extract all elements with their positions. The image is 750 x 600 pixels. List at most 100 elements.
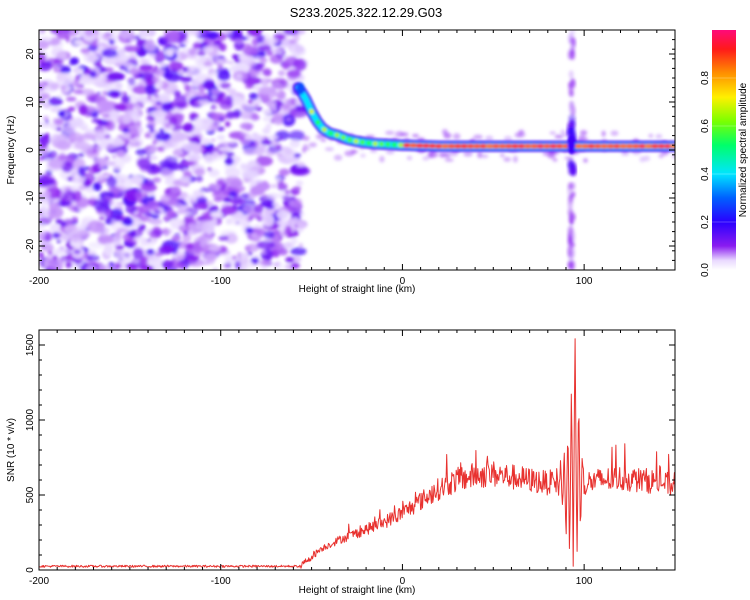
noise-blob — [99, 215, 105, 221]
noise-blob — [127, 77, 136, 86]
noise-blob — [292, 33, 300, 42]
noise-blob — [180, 76, 193, 83]
trace-halo-blob — [422, 156, 430, 161]
noise-blob — [122, 128, 130, 133]
noise-blob — [149, 147, 156, 153]
noise-blob — [39, 82, 45, 86]
noise-blob — [154, 69, 166, 77]
noise-blob — [97, 234, 114, 245]
noise-blob — [260, 139, 273, 146]
trace-halo-blob — [503, 157, 512, 162]
trace-core-segment — [485, 144, 495, 149]
noise-blob — [184, 84, 191, 92]
noise-blob — [212, 189, 231, 199]
noise-blob — [147, 53, 157, 58]
noise-blob — [126, 61, 133, 68]
noise-blob — [138, 30, 150, 38]
noise-blob — [60, 65, 71, 74]
noise-blob — [286, 69, 301, 79]
noise-blob — [135, 148, 146, 156]
noise-blob — [180, 176, 191, 184]
noise-blob — [89, 70, 97, 78]
snr-x-axis-label: Height of straight line (km) — [299, 585, 416, 596]
noise-blob — [209, 205, 219, 213]
trace-core-segment — [379, 141, 384, 147]
noise-blob — [129, 175, 144, 185]
trace-halo-blob — [369, 149, 374, 153]
trace-halo-blob — [360, 153, 366, 158]
noise-blob — [291, 237, 298, 245]
noise-blob — [99, 265, 111, 270]
noise-blob — [152, 239, 158, 243]
noise-blob — [159, 62, 166, 68]
noise-blob — [213, 56, 219, 61]
noise-blob — [230, 218, 248, 226]
noise-blob — [95, 173, 105, 180]
noise-blob — [276, 209, 289, 220]
noise-blob — [39, 40, 50, 50]
noise-blob — [93, 143, 99, 148]
trace-halo-blob — [578, 135, 586, 139]
noise-blob — [256, 240, 276, 250]
noise-blob — [173, 95, 188, 109]
noise-blob — [225, 88, 237, 94]
noise-blob — [152, 75, 161, 83]
noise-blob — [41, 198, 49, 204]
trace-core-segment — [593, 144, 603, 149]
noise-blob — [277, 70, 286, 77]
noise-blob — [196, 99, 208, 106]
trace-disruption-blob — [567, 134, 576, 155]
noise-blob — [160, 193, 179, 206]
noise-blob — [92, 182, 102, 192]
noise-blob — [285, 256, 295, 263]
noise-blob — [210, 88, 221, 95]
noise-blob — [210, 104, 217, 111]
noise-blob — [182, 233, 192, 243]
noise-blob — [88, 241, 104, 249]
noise-blob — [132, 136, 144, 148]
noise-blob — [115, 82, 123, 90]
noise-blob — [267, 135, 279, 140]
noise-blob — [146, 200, 160, 211]
trace-halo-blob — [444, 158, 454, 162]
noise-blob — [103, 153, 109, 158]
noise-blob — [52, 202, 61, 206]
noise-blob — [129, 67, 139, 76]
noise-blob — [223, 262, 232, 269]
noise-blob — [129, 54, 136, 60]
trace-halo-blob — [610, 130, 619, 136]
noise-blob — [162, 139, 172, 150]
noise-blob — [58, 110, 66, 118]
noise-blob — [87, 220, 104, 233]
trace-halo-blob — [655, 134, 663, 139]
noise-blob — [210, 138, 216, 142]
noise-blob — [55, 140, 72, 151]
noise-blob — [232, 255, 237, 260]
noise-blob — [290, 217, 300, 225]
noise-blob — [77, 67, 84, 73]
noise-blob — [233, 96, 242, 103]
noise-blob — [155, 140, 164, 146]
noise-blob — [106, 161, 116, 166]
noise-blob — [158, 245, 174, 255]
noise-blob — [209, 111, 218, 118]
noise-blob — [247, 243, 260, 252]
noise-blob — [56, 127, 62, 131]
noise-blob — [128, 228, 143, 238]
noise-blob — [262, 220, 268, 227]
trace-core-segment — [347, 137, 353, 143]
noise-blob — [192, 189, 204, 197]
y-tick-label: 0 — [25, 567, 36, 573]
noise-blob — [78, 152, 85, 158]
noise-blob — [201, 138, 211, 145]
noise-blob — [139, 255, 148, 267]
noise-blob — [296, 221, 307, 230]
noise-blob — [281, 195, 291, 200]
trace-core-segment — [353, 138, 359, 144]
noise-blob — [255, 72, 264, 77]
noise-blob — [185, 243, 194, 250]
noise-blob — [275, 242, 284, 254]
